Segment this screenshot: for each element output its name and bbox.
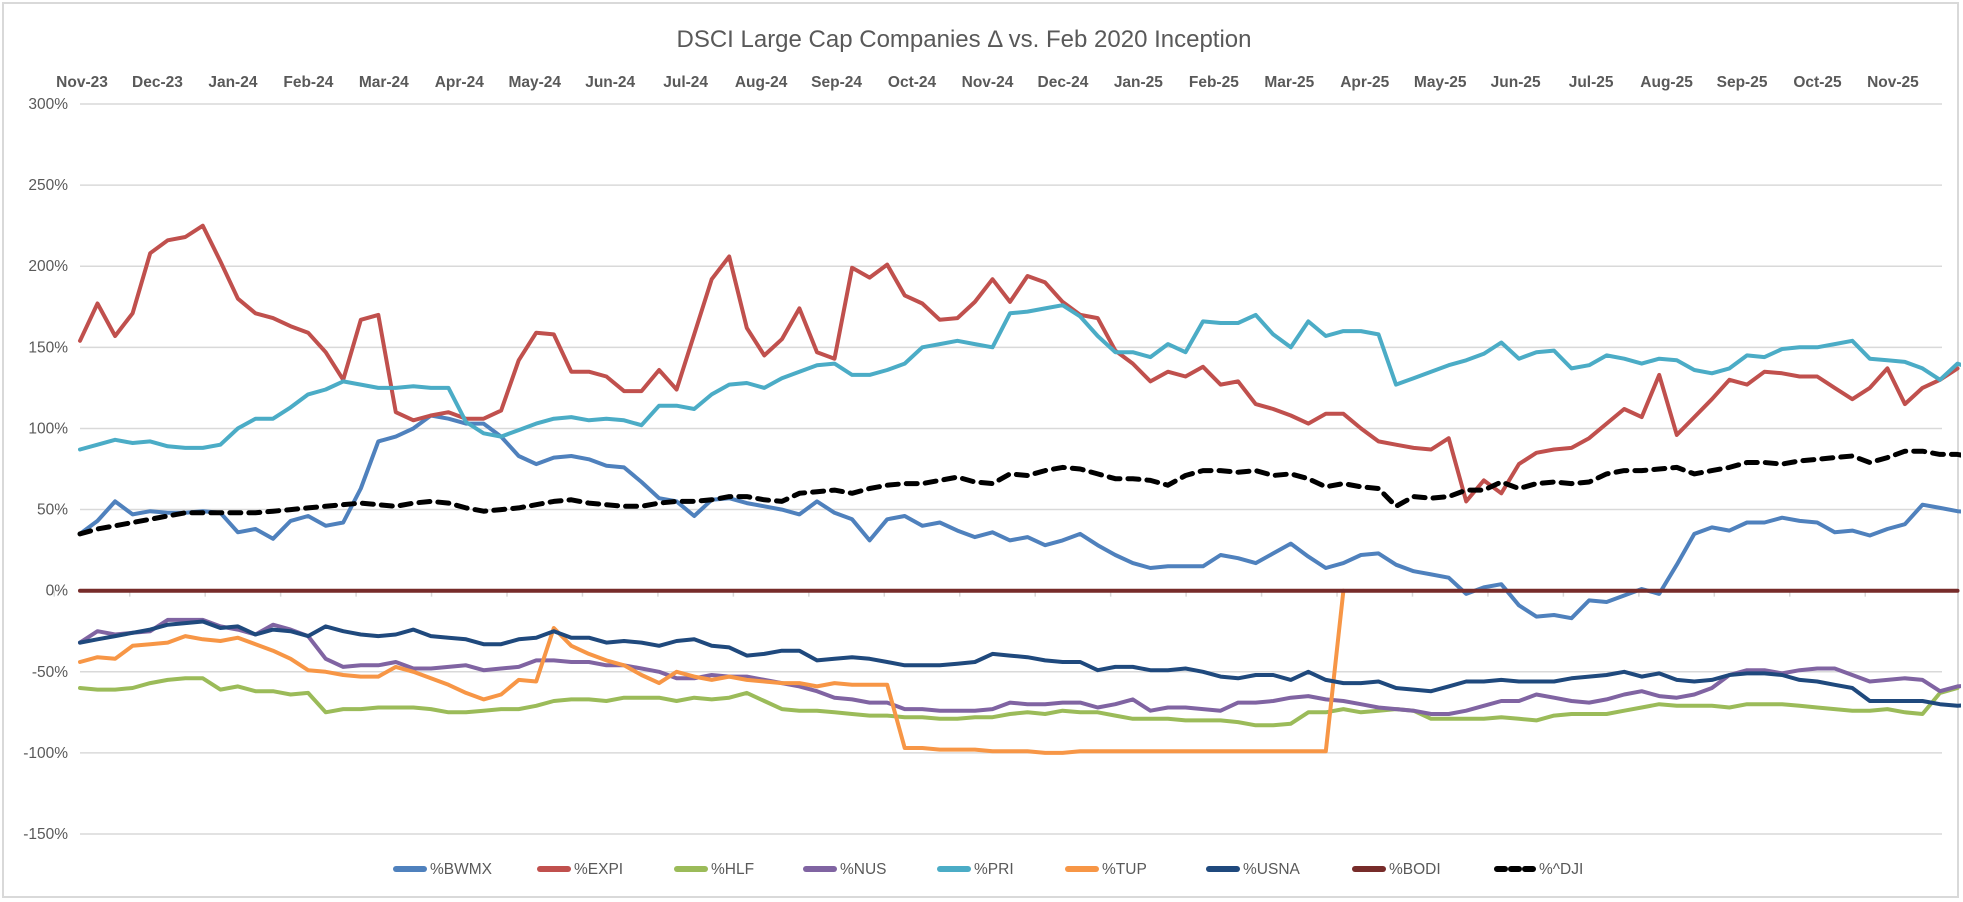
legend-label: %TUP (1102, 861, 1147, 878)
x-tick-label: Jul-24 (663, 74, 708, 91)
legend-label: %PRI (974, 861, 1014, 878)
x-tick-label: Jun-24 (585, 74, 635, 91)
legend-item: %BWMX (393, 861, 493, 878)
legend-item: %USNA (1206, 861, 1301, 878)
series-lines (77, 223, 1961, 755)
x-tick-label: Feb-25 (1189, 74, 1239, 91)
x-tick-label: Dec-23 (132, 74, 183, 91)
x-tick-label: May-25 (1414, 74, 1467, 91)
series-line-nus (78, 617, 1961, 716)
x-tick-label: Nov-24 (962, 74, 1014, 91)
x-tick-label: Nov-23 (56, 74, 108, 91)
legend-item: %HLF (674, 861, 754, 878)
x-tick-label: Jan-25 (1114, 74, 1163, 91)
legend-item: %^DJI (1494, 861, 1583, 878)
y-tick-label: 0% (46, 583, 69, 600)
x-axis-ticks: Nov-23 Dec-23 Jan-24 Feb-24 Mar-24 Apr-24 May-… (53, 74, 1919, 597)
y-tick-label: 150% (28, 339, 68, 356)
legend-item: %EXPI (537, 861, 623, 878)
x-tick-label: Aug-25 (1640, 74, 1693, 91)
legend-label: %EXPI (574, 861, 623, 878)
x-tick-label: Sep-25 (1717, 74, 1768, 91)
series-line-expi (78, 223, 1960, 504)
y-tick-label: 250% (28, 177, 68, 194)
y-tick-label: 200% (28, 258, 68, 275)
series-line-hlf (78, 676, 1960, 728)
x-tick-label: Aug-24 (735, 74, 788, 91)
legend-item: %PRI (937, 861, 1014, 878)
x-tick-label: Oct-25 (1793, 74, 1842, 91)
legend-label: %BODI (1389, 861, 1441, 878)
legend-label: %NUS (840, 861, 887, 878)
y-tick-label: -150% (23, 826, 68, 843)
x-tick-label: Apr-24 (435, 74, 484, 91)
legend-label: %HLF (711, 861, 754, 878)
legend-label: %BWMX (430, 861, 493, 878)
series-line-tup (78, 588, 1346, 755)
x-tick-label: Mar-24 (359, 74, 409, 91)
legend-item: %TUP (1065, 861, 1147, 878)
x-tick-label: Sep-24 (811, 74, 862, 91)
series-line-pri (78, 303, 1961, 452)
line-chart: DSCI Large Cap Companies Δ vs. Feb 2020 … (23, 26, 1961, 878)
y-tick-label: -100% (23, 745, 68, 762)
x-tick-label: Nov-25 (1867, 74, 1919, 91)
y-tick-label: -50% (32, 664, 68, 681)
x-tick-label: Jul-25 (1569, 74, 1614, 91)
x-tick-label: Oct-24 (888, 74, 937, 91)
x-tick-label: Apr-25 (1340, 74, 1389, 91)
y-tick-label: 300% (28, 96, 68, 113)
series-line-bwmx (78, 413, 1961, 621)
chart-title: DSCI Large Cap Companies Δ vs. Feb 2020 … (676, 26, 1251, 53)
y-tick-label: 50% (37, 502, 68, 519)
series-line-usna (78, 619, 1961, 708)
legend-item: %BODI (1352, 861, 1441, 878)
x-tick-label: Mar-25 (1264, 74, 1314, 91)
y-tick-label: 100% (28, 420, 68, 437)
x-tick-label: Jan-24 (208, 74, 257, 91)
x-tick-label: Jun-25 (1491, 74, 1541, 91)
legend-label: %^DJI (1539, 861, 1583, 878)
legend-label: %USNA (1243, 861, 1301, 878)
x-tick-label: Dec-24 (1038, 74, 1089, 91)
y-axis-ticks: 300% 250% 200% 150% 100% 50% 0% -50% -100% -150% (23, 96, 68, 843)
x-tick-label: May-24 (508, 74, 561, 91)
legend-item: %NUS (803, 861, 887, 878)
legend: %BWMX %EXPI %HLF %NUS %PRI %TUP %USNA %BODI %^DJ… (393, 861, 1583, 878)
series-line-dji (77, 448, 1961, 537)
x-tick-label: Feb-24 (283, 74, 333, 91)
